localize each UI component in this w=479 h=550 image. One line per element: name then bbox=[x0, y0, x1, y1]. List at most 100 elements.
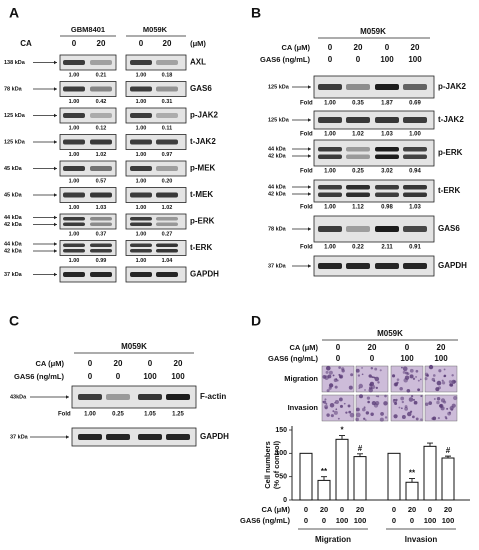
group-label: Migration bbox=[315, 535, 351, 544]
band bbox=[130, 217, 152, 221]
cell-stain bbox=[415, 417, 419, 421]
protein-name: t-JAK2 bbox=[438, 115, 464, 124]
band bbox=[346, 154, 370, 159]
band bbox=[90, 166, 112, 171]
protein-name: t-ERK bbox=[438, 186, 460, 195]
cell-stain bbox=[417, 388, 421, 392]
blot bbox=[59, 134, 117, 150]
band bbox=[156, 60, 178, 65]
micrograph bbox=[355, 394, 389, 422]
cell-stain bbox=[355, 407, 360, 412]
band bbox=[63, 86, 85, 92]
treatment-label: CA (μM) bbox=[282, 43, 311, 52]
dose: 20 bbox=[174, 359, 183, 368]
band bbox=[156, 192, 178, 198]
fold-value: 0.57 bbox=[96, 178, 107, 184]
cell-stain bbox=[348, 385, 353, 390]
band bbox=[375, 154, 399, 159]
fold-value: 1.04 bbox=[162, 258, 174, 264]
cell-stain bbox=[436, 397, 441, 401]
fold-value: 1.00 bbox=[69, 125, 80, 131]
error-bar bbox=[427, 442, 433, 447]
cell-stain bbox=[441, 379, 444, 382]
kda-label: 125 kDa bbox=[4, 139, 26, 145]
blot bbox=[59, 107, 117, 124]
x-tick-label: 0 bbox=[340, 505, 344, 514]
dose: 0 bbox=[88, 372, 93, 381]
cell-stain bbox=[364, 389, 366, 391]
cell-stain bbox=[323, 400, 327, 404]
cell-stain bbox=[329, 403, 335, 408]
band bbox=[63, 192, 85, 198]
band bbox=[403, 147, 427, 152]
fold-value: 0.97 bbox=[162, 152, 173, 158]
band bbox=[318, 263, 342, 269]
fold-value: 0.94 bbox=[409, 169, 421, 175]
cell-stain bbox=[439, 404, 443, 408]
cell-stain bbox=[437, 386, 442, 390]
band bbox=[156, 222, 178, 226]
cell-stain bbox=[333, 410, 338, 415]
x-tick-label: 0 bbox=[392, 516, 396, 525]
cell-stain bbox=[332, 410, 335, 413]
fold-value: 1.00 bbox=[69, 152, 80, 158]
x-tick-label: 100 bbox=[424, 516, 437, 525]
band bbox=[346, 117, 370, 123]
band bbox=[90, 217, 112, 221]
cell-stain bbox=[453, 380, 457, 383]
fold-label: Fold bbox=[58, 412, 71, 418]
band bbox=[318, 226, 342, 232]
fold-value: 0.20 bbox=[162, 178, 173, 184]
blot bbox=[59, 54, 117, 71]
fold-label: Fold bbox=[300, 132, 313, 138]
band bbox=[346, 263, 370, 269]
cell-stain bbox=[437, 417, 440, 420]
fold-value: 0.99 bbox=[96, 258, 107, 264]
band bbox=[90, 192, 112, 198]
significance-mark: ** bbox=[321, 467, 328, 476]
blot bbox=[125, 160, 187, 177]
cell-stain bbox=[401, 415, 406, 419]
band bbox=[130, 139, 152, 145]
kda-label: 125 kDa bbox=[4, 113, 26, 119]
protein-name: AXL bbox=[190, 58, 206, 67]
band bbox=[130, 243, 152, 247]
cell-stain bbox=[415, 375, 418, 378]
cell-stain bbox=[333, 378, 338, 383]
cell-stain bbox=[375, 386, 378, 390]
cell-stain bbox=[345, 411, 348, 414]
cell-stain bbox=[362, 407, 366, 412]
band bbox=[156, 249, 178, 253]
fold-value: 0.37 bbox=[96, 231, 107, 237]
dose: 0 bbox=[88, 359, 93, 368]
dose: 0 bbox=[328, 43, 333, 52]
cell-stain bbox=[394, 401, 398, 405]
dose: 0 bbox=[336, 354, 341, 363]
blot bbox=[125, 81, 187, 97]
blot bbox=[313, 255, 435, 277]
blot bbox=[313, 139, 435, 167]
fold-value: 1.02 bbox=[352, 132, 364, 138]
protein-name: p-MEK bbox=[190, 164, 216, 173]
band bbox=[375, 263, 399, 269]
arrow-head bbox=[54, 272, 57, 277]
cell-stain bbox=[368, 374, 372, 378]
cell-stain bbox=[438, 369, 442, 373]
cell-stain bbox=[433, 397, 436, 400]
arrow-head bbox=[54, 222, 57, 227]
arrow-head bbox=[54, 60, 57, 65]
band bbox=[403, 117, 427, 123]
cell-stain bbox=[347, 404, 351, 408]
blot bbox=[125, 240, 187, 256]
group-label: Invasion bbox=[405, 535, 438, 544]
band bbox=[63, 249, 85, 253]
error-bar bbox=[409, 478, 415, 483]
band bbox=[63, 166, 85, 171]
band bbox=[318, 185, 342, 190]
protein-name: p-ERK bbox=[438, 148, 463, 157]
y-axis-label: (% of control) bbox=[272, 440, 281, 489]
cell-stain bbox=[325, 370, 329, 374]
fold-value: 0.98 bbox=[381, 205, 393, 211]
cell-stain bbox=[358, 383, 363, 389]
kda-label: 44 kDa bbox=[4, 241, 23, 247]
